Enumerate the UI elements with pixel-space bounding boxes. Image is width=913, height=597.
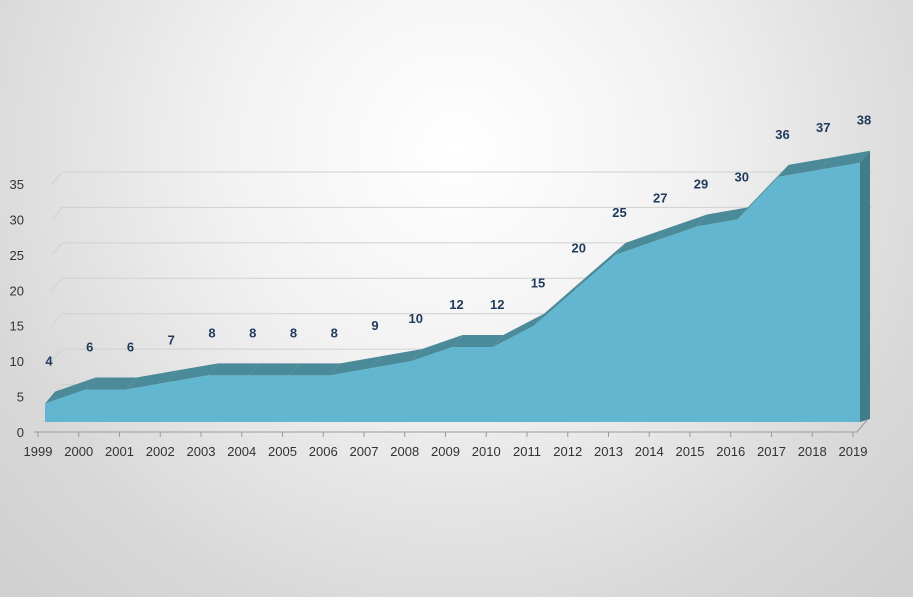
area-top-segment bbox=[289, 363, 341, 376]
area-top-segment bbox=[493, 313, 544, 347]
x-tick-label: 2004 bbox=[227, 444, 256, 459]
data-label: 8 bbox=[331, 325, 338, 340]
data-label: 10 bbox=[409, 311, 423, 326]
x-tick-label: 2000 bbox=[64, 444, 93, 459]
area-top-segment bbox=[778, 157, 830, 177]
data-label: 38 bbox=[857, 113, 871, 128]
area-top-segment bbox=[411, 334, 463, 362]
x-tick-label: 2010 bbox=[472, 444, 501, 459]
area-top-segment bbox=[656, 214, 707, 241]
x-axis-depth bbox=[856, 419, 868, 433]
area-top-segment bbox=[737, 164, 789, 220]
area-top-segment bbox=[208, 363, 259, 376]
x-tick-label: 2015 bbox=[676, 444, 705, 459]
area-top-segment bbox=[248, 363, 300, 376]
data-label: 37 bbox=[816, 120, 830, 135]
data-label: 8 bbox=[290, 325, 297, 340]
area-top-segment bbox=[330, 356, 381, 376]
gridline-depth bbox=[51, 313, 63, 327]
x-tick-label: 2019 bbox=[839, 444, 868, 459]
area-top-segment bbox=[534, 278, 585, 326]
x-tick-label: 2001 bbox=[105, 444, 134, 459]
x-tick-label: 2007 bbox=[350, 444, 379, 459]
area-side-face bbox=[860, 150, 870, 422]
area-top-segment bbox=[45, 377, 96, 404]
gridline-depth bbox=[51, 171, 63, 185]
y-tick-label: 35 bbox=[10, 177, 24, 192]
axes: 0 5 10 15 20 25 30 35 1999 2000 2001 2002 2003 2004 20… bbox=[10, 177, 868, 459]
area-top-segment bbox=[167, 363, 218, 383]
data-label: 9 bbox=[371, 318, 378, 333]
data-label: 25 bbox=[612, 205, 626, 220]
y-tick-label: 20 bbox=[10, 283, 24, 298]
data-label: 27 bbox=[653, 191, 667, 206]
gridline-depth bbox=[51, 348, 63, 362]
x-tick-label: 2017 bbox=[757, 444, 786, 459]
data-label: 36 bbox=[775, 127, 789, 142]
data-labels: 4 6 6 7 8 8 8 8 9 10 12 12 15 20 25 27 29 30 36 37 38 bbox=[45, 113, 871, 369]
area-top-segment bbox=[371, 349, 422, 369]
area-front-face bbox=[45, 162, 860, 422]
gridline-depth bbox=[51, 277, 63, 291]
area-top-segment bbox=[615, 228, 667, 255]
x-tick-label: 2006 bbox=[309, 444, 338, 459]
data-label: 4 bbox=[45, 354, 53, 369]
area-top-segment bbox=[126, 370, 178, 390]
x-tick-label: 2016 bbox=[716, 444, 745, 459]
y-tick-label: 5 bbox=[17, 390, 24, 405]
y-tick-label: 0 bbox=[17, 425, 24, 440]
gridline-depth bbox=[51, 207, 63, 220]
area-top-segment bbox=[697, 207, 748, 227]
data-label: 20 bbox=[572, 240, 586, 255]
area-top-segment bbox=[819, 150, 870, 170]
x-tick-label: 2012 bbox=[553, 444, 582, 459]
area-top-segment bbox=[452, 334, 504, 347]
data-label: 7 bbox=[168, 332, 175, 347]
gridline-depth bbox=[51, 242, 63, 256]
y-tick-label: 15 bbox=[10, 319, 24, 334]
x-tick-label: 2013 bbox=[594, 444, 623, 459]
x-tick-label: 2011 bbox=[513, 444, 541, 459]
area-top-segment bbox=[85, 377, 137, 390]
x-tick-label: 2008 bbox=[390, 444, 419, 459]
data-label: 12 bbox=[449, 297, 463, 312]
x-tick-label: 2002 bbox=[146, 444, 175, 459]
x-tick-label: 2018 bbox=[798, 444, 827, 459]
area-series bbox=[45, 150, 870, 422]
data-label: 8 bbox=[249, 325, 256, 340]
x-tick-label: 2005 bbox=[268, 444, 297, 459]
x-tick-label: 1999 bbox=[24, 444, 53, 459]
data-label: 15 bbox=[531, 276, 545, 291]
x-tick-label: 2003 bbox=[187, 444, 216, 459]
data-label: 29 bbox=[694, 177, 708, 192]
y-tick-label: 25 bbox=[10, 248, 24, 263]
x-tick-label: 2014 bbox=[635, 444, 664, 459]
data-label: 30 bbox=[735, 169, 749, 184]
x-tick-label: 2009 bbox=[431, 444, 460, 459]
y-tick-label: 10 bbox=[10, 354, 24, 369]
y-tick-label: 30 bbox=[10, 212, 24, 227]
data-label: 6 bbox=[86, 339, 93, 354]
data-label: 8 bbox=[208, 325, 215, 340]
data-label: 6 bbox=[127, 339, 134, 354]
data-label: 12 bbox=[490, 297, 504, 312]
area-top-segment bbox=[574, 242, 626, 291]
